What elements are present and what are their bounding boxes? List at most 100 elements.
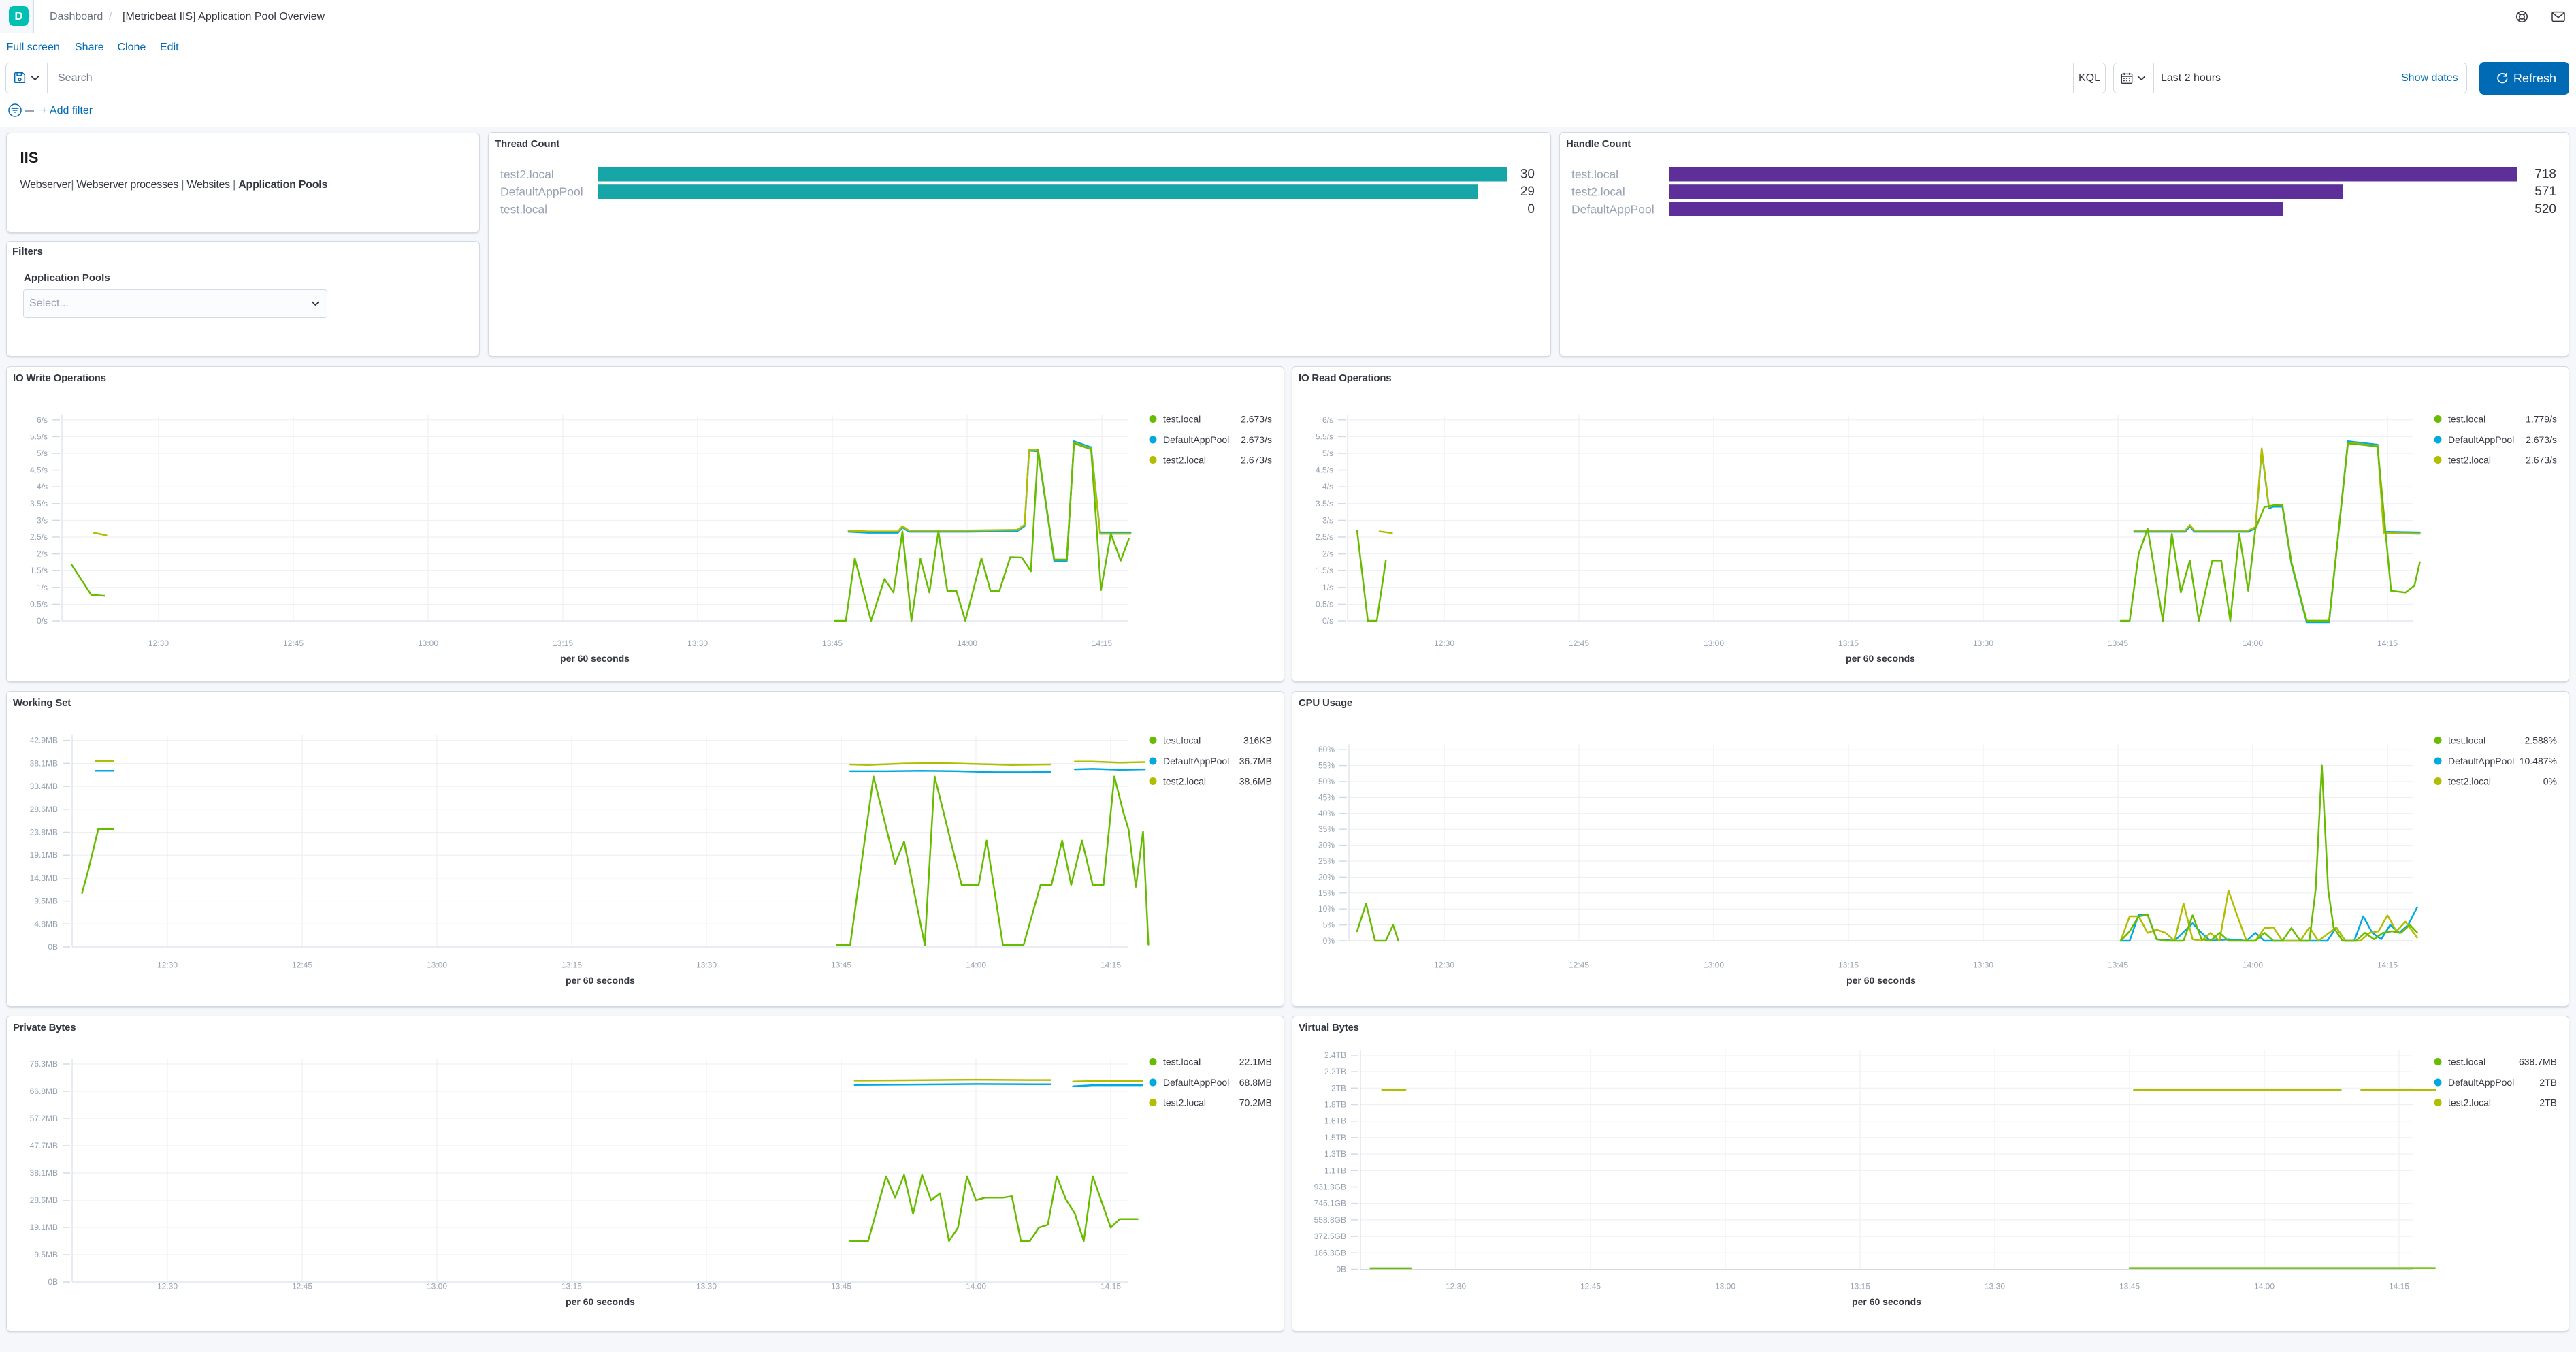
svg-text:12:45: 12:45 (292, 1282, 312, 1291)
svg-text:0%: 0% (1323, 936, 1335, 946)
svg-text:2.673/s: 2.673/s (1241, 455, 1272, 466)
svg-text:5.5/s: 5.5/s (30, 432, 48, 441)
svg-text:DefaultAppPool: DefaultAppPool (2448, 1077, 2514, 1088)
svg-text:13:30: 13:30 (1973, 961, 1993, 970)
svg-text:23.8MB: 23.8MB (30, 828, 58, 837)
svg-text:2.673/s: 2.673/s (1241, 414, 1272, 425)
svg-text:42.9MB: 42.9MB (30, 736, 58, 745)
svg-text:14:15: 14:15 (2389, 1282, 2409, 1291)
svg-text:14:00: 14:00 (2243, 961, 2263, 970)
svg-text:13:45: 13:45 (831, 1282, 851, 1291)
svg-text:14:15: 14:15 (1100, 1282, 1121, 1291)
svg-text:test2.local: test2.local (1571, 185, 1625, 199)
svg-text:2TB: 2TB (2539, 1097, 2557, 1108)
svg-text:14:00: 14:00 (2243, 639, 2263, 648)
svg-text:14:00: 14:00 (966, 1282, 986, 1291)
svg-text:2.673/s: 2.673/s (2526, 455, 2557, 466)
svg-text:5.5/s: 5.5/s (1316, 432, 1333, 441)
svg-text:12:30: 12:30 (157, 961, 178, 970)
svg-text:14:15: 14:15 (2377, 961, 2398, 970)
svg-text:45%: 45% (1318, 792, 1335, 802)
svg-text:2.2TB: 2.2TB (1324, 1067, 1346, 1076)
svg-text:12:45: 12:45 (292, 961, 312, 970)
svg-text:1/s: 1/s (37, 583, 48, 592)
svg-text:35%: 35% (1318, 824, 1335, 834)
svg-text:0B: 0B (48, 1277, 58, 1287)
svg-text:12:45: 12:45 (1580, 1282, 1601, 1291)
svg-text:638.7MB: 638.7MB (2519, 1057, 2557, 1067)
svg-text:50%: 50% (1318, 777, 1335, 786)
svg-text:2/s: 2/s (37, 549, 48, 559)
svg-text:13:45: 13:45 (2108, 639, 2128, 648)
svg-text:13:15: 13:15 (1850, 1282, 1870, 1291)
svg-text:13:45: 13:45 (2108, 961, 2128, 970)
svg-text:36.7MB: 36.7MB (1239, 756, 1272, 767)
svg-text:12:30: 12:30 (1446, 1282, 1466, 1291)
svg-text:38.6MB: 38.6MB (1239, 776, 1272, 787)
svg-text:15%: 15% (1318, 888, 1335, 898)
svg-text:4/s: 4/s (1322, 482, 1333, 492)
svg-text:test2.local: test2.local (1163, 776, 1206, 787)
svg-text:13:15: 13:15 (553, 639, 573, 648)
svg-text:1.8TB: 1.8TB (1324, 1100, 1346, 1110)
svg-text:test2.local: test2.local (2448, 1097, 2491, 1108)
svg-text:66.8MB: 66.8MB (30, 1087, 58, 1096)
svg-text:test2.local: test2.local (1163, 455, 1206, 466)
svg-text:DefaultAppPool: DefaultAppPool (1163, 434, 1229, 445)
svg-text:per 60 seconds: per 60 seconds (1846, 975, 1916, 986)
svg-text:9.5MB: 9.5MB (34, 1250, 58, 1259)
svg-text:test.local: test.local (2448, 735, 2485, 746)
svg-text:0/s: 0/s (37, 616, 48, 626)
svg-text:186.3GB: 186.3GB (1314, 1248, 1346, 1257)
svg-text:13:30: 13:30 (696, 1282, 717, 1291)
svg-text:718: 718 (2534, 167, 2556, 182)
svg-text:test2.local: test2.local (1163, 1097, 1206, 1108)
svg-text:per 60 seconds: per 60 seconds (1846, 653, 1915, 664)
svg-text:1.779/s: 1.779/s (2526, 414, 2557, 425)
svg-text:28.6MB: 28.6MB (30, 805, 58, 814)
svg-text:57.2MB: 57.2MB (30, 1114, 58, 1123)
svg-text:4.5/s: 4.5/s (30, 466, 48, 475)
svg-text:13:15: 13:15 (561, 961, 582, 970)
svg-text:25%: 25% (1318, 856, 1335, 866)
svg-text:12:45: 12:45 (283, 639, 304, 648)
svg-text:2TB: 2TB (1331, 1083, 1346, 1093)
svg-text:3/s: 3/s (37, 515, 48, 525)
svg-text:2.5/s: 2.5/s (1316, 532, 1333, 542)
svg-text:19.1MB: 19.1MB (30, 1223, 58, 1232)
svg-text:test.local: test.local (1163, 414, 1201, 425)
svg-text:test.local: test.local (500, 202, 547, 216)
svg-text:1/s: 1/s (1322, 583, 1333, 592)
svg-text:12:30: 12:30 (148, 639, 169, 648)
svg-text:3.5/s: 3.5/s (30, 499, 48, 509)
svg-text:13:30: 13:30 (687, 639, 708, 648)
svg-text:13:00: 13:00 (418, 639, 438, 648)
svg-text:2.673/s: 2.673/s (2526, 434, 2557, 445)
svg-text:5%: 5% (1323, 920, 1335, 930)
svg-text:2.673/s: 2.673/s (1241, 434, 1272, 445)
svg-text:76.3MB: 76.3MB (30, 1059, 58, 1069)
svg-text:13:00: 13:00 (1715, 1282, 1735, 1291)
svg-text:2/s: 2/s (1322, 549, 1333, 559)
svg-text:12:30: 12:30 (157, 1282, 178, 1291)
svg-text:12:30: 12:30 (1434, 639, 1454, 648)
svg-text:test.local: test.local (1571, 167, 1618, 181)
svg-text:3/s: 3/s (1322, 515, 1333, 525)
svg-text:test.local: test.local (2448, 1057, 2485, 1067)
svg-text:test2.local: test2.local (2448, 776, 2491, 787)
svg-text:test.local: test.local (2448, 414, 2485, 425)
svg-text:2.4TB: 2.4TB (1324, 1050, 1346, 1060)
svg-text:931.3GB: 931.3GB (1314, 1182, 1346, 1192)
svg-text:1.5/s: 1.5/s (1316, 566, 1333, 575)
svg-text:6/s: 6/s (1322, 415, 1333, 425)
svg-text:DefaultAppPool: DefaultAppPool (500, 185, 583, 199)
svg-text:1.1TB: 1.1TB (1324, 1165, 1346, 1175)
svg-text:0.5/s: 0.5/s (30, 599, 48, 609)
svg-text:test.local: test.local (1163, 1057, 1201, 1067)
svg-text:6/s: 6/s (37, 415, 48, 425)
svg-text:14:00: 14:00 (966, 961, 986, 970)
svg-text:2.5/s: 2.5/s (30, 532, 48, 542)
svg-text:2.588%: 2.588% (2525, 735, 2557, 746)
svg-text:14:15: 14:15 (1100, 961, 1121, 970)
svg-text:68.8MB: 68.8MB (1239, 1077, 1272, 1088)
